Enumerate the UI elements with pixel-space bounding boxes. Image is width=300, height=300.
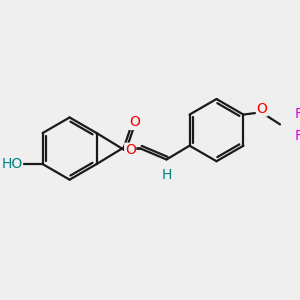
Text: F: F — [294, 129, 300, 143]
Text: F: F — [294, 107, 300, 121]
Text: O: O — [125, 143, 136, 157]
Text: O: O — [129, 116, 140, 129]
Text: H: H — [161, 168, 172, 182]
Text: O: O — [256, 102, 267, 116]
Text: HO: HO — [1, 157, 22, 171]
